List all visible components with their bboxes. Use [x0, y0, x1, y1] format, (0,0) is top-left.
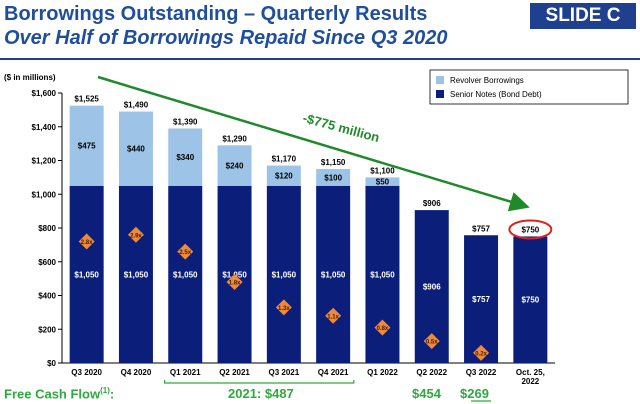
header-rule: [0, 58, 640, 60]
bar-revolver: [69, 105, 104, 186]
senior-data-label: $906: [423, 283, 441, 292]
y-tick-label: $800: [38, 224, 56, 233]
bar-revolver: [217, 145, 252, 186]
leverage-diamond: [374, 319, 391, 336]
x-tick-label: Q3 2020: [71, 368, 102, 377]
y-tick-label: $1,600: [32, 89, 57, 98]
page-title: Borrowings Outstanding – Quarterly Resul…: [4, 3, 428, 25]
total-data-label: $1,525: [74, 95, 99, 104]
x-tick-label: Q4 2021: [318, 368, 349, 377]
fcf-value-2021: 2021: $487: [228, 386, 294, 401]
bar-senior-notes: [513, 236, 548, 363]
bar-senior-notes: [168, 185, 203, 363]
fcf-value-q2-2022: $454: [412, 386, 441, 401]
leverage-label: 1.3x: [278, 306, 290, 312]
reduction-arrow: [97, 75, 530, 212]
y-tick-label: $200: [38, 325, 56, 334]
leverage-label: 2.8x: [81, 240, 93, 246]
leverage-label: 1.1x: [327, 314, 339, 320]
total-data-label: $1,290: [222, 134, 247, 143]
leverage-diamond: [177, 243, 194, 260]
reduction-annotation: -$775 million: [301, 110, 381, 145]
leverage-diamond: [127, 226, 144, 243]
x-tick-label: Q2 2021: [219, 368, 250, 377]
leverage-diamond: [226, 274, 243, 290]
revolver-data-label: $475: [78, 142, 96, 151]
x-tick-label: Q4 2020: [121, 368, 152, 377]
senior-data-label: $1,050: [370, 270, 395, 279]
x-tick-label: Q2 2022: [416, 368, 447, 377]
senior-data-label: $1,050: [272, 270, 297, 279]
revolver-data-label: $440: [127, 145, 145, 154]
y-tick-label: $600: [38, 258, 56, 267]
revolver-data-label: $120: [275, 172, 293, 181]
total-data-label: $1,170: [272, 155, 297, 164]
legend-label: Revolver Borrowings: [450, 76, 524, 85]
revolver-data-label: $50: [376, 178, 390, 187]
fcf-value-q3-2022: $269: [460, 386, 489, 401]
senior-data-label: $1,050: [321, 270, 346, 279]
y-tick-label: $1,200: [32, 157, 57, 166]
page-subtitle: Over Half of Borrowings Repaid Since Q3 …: [4, 27, 448, 49]
senior-data-label: $757: [472, 295, 490, 304]
fcf-label: Free Cash Flow(1):: [4, 386, 114, 401]
leverage-label: 0.2x: [475, 351, 487, 357]
bar-senior-notes: [464, 235, 499, 363]
total-data-label: $750: [521, 225, 539, 234]
bar-revolver: [316, 168, 351, 186]
leverage-diamond: [78, 233, 95, 250]
bar-senior-notes: [266, 185, 301, 363]
x-tick-label: Q3 2022: [466, 368, 497, 377]
total-data-label: $1,390: [173, 117, 198, 126]
senior-data-label: $1,050: [124, 270, 149, 279]
legend-swatch: [436, 76, 444, 84]
senior-data-label: $1,050: [74, 270, 99, 279]
y-tick-label: $1,400: [32, 123, 57, 132]
leverage-label: 0.5x: [426, 340, 438, 346]
leverage-diamond: [275, 299, 292, 316]
y-tick-label: $1,000: [32, 190, 57, 199]
bar-senior-notes: [316, 185, 351, 363]
slide-tag: SLIDE C: [530, 3, 636, 29]
legend-swatch: [436, 90, 444, 98]
fcf-footnote: (1): [100, 386, 110, 395]
total-data-label: $1,150: [321, 158, 346, 167]
x-tick-label: Q3 2021: [268, 368, 299, 377]
revolver-data-label: $100: [324, 173, 342, 182]
leverage-diamond: [473, 344, 490, 361]
highlight-ring: [508, 219, 553, 240]
x-tick-label: Q1 2021: [170, 368, 201, 377]
senior-data-label: $1,050: [173, 270, 198, 279]
revolver-data-label: $240: [226, 162, 244, 171]
y-tick-label: $0: [47, 359, 56, 368]
bar-senior-notes: [118, 185, 153, 363]
x-tick-label: Oct. 25, 2022: [516, 368, 545, 386]
x-tick-label: Q1 2022: [367, 368, 398, 377]
unit-label: ($ in millions): [4, 73, 56, 82]
total-data-label: $757: [472, 224, 490, 233]
fcf-label-text: Free Cash Flow: [4, 386, 101, 402]
bar-revolver: [365, 177, 400, 186]
leverage-label: 1.8x: [229, 281, 241, 287]
bar-revolver: [168, 128, 203, 186]
bar-senior-notes: [69, 185, 104, 363]
legend-box: [429, 69, 629, 105]
leverage-label: 2.9x: [130, 233, 142, 239]
bar-revolver: [118, 111, 153, 186]
total-data-label: $1,490: [124, 101, 149, 110]
leverage-diamond: [423, 333, 440, 350]
y-tick-label: $400: [38, 292, 56, 301]
leverage-diamond: [325, 307, 342, 324]
total-data-label: $1,100: [370, 166, 395, 175]
leverage-label: 2.5x: [179, 250, 191, 256]
total-data-label: $906: [423, 199, 441, 208]
leverage-label: 0.8x: [377, 326, 389, 332]
fcf-bracket: [164, 380, 355, 384]
fcf-label-suffix: :: [109, 386, 115, 402]
revolver-data-label: $340: [176, 153, 194, 162]
senior-data-label: $750: [521, 296, 539, 305]
legend-label: Senior Notes (Bond Debt): [450, 90, 542, 99]
bar-revolver: [266, 165, 301, 186]
